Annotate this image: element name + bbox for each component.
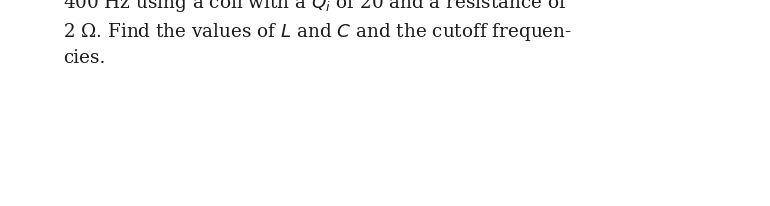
Text: 2 Ω. Find the values of $L$ and $C$ and the cutoff frequen-: 2 Ω. Find the values of $L$ and $C$ and … xyxy=(63,21,572,43)
Text: 400 Hz using a coil with a $Q_i$ of 20 and a resistance of: 400 Hz using a coil with a $Q_i$ of 20 a… xyxy=(63,0,568,14)
Text: cies.: cies. xyxy=(63,49,105,67)
